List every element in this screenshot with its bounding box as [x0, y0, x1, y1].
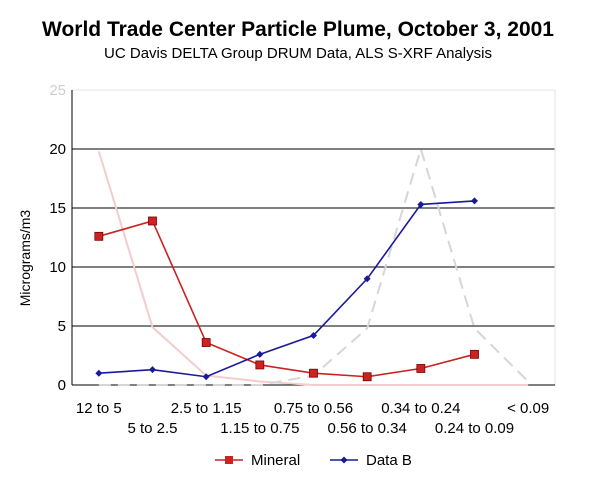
legend-marker — [340, 456, 348, 464]
legend-marker — [225, 456, 233, 464]
x-tick-label: 1.15 to 0.75 — [220, 420, 299, 437]
data-point — [471, 197, 478, 205]
y-tick-label: 10 — [49, 259, 66, 276]
data-point — [95, 369, 103, 377]
chart-subtitle: UC Davis DELTA Group DRUM Data, ALS S-XR… — [104, 45, 492, 62]
x-tick-label: 2.5 to 1.15 — [171, 400, 242, 417]
data-point — [309, 368, 318, 378]
x-tick-label: 5 to 2.5 — [127, 420, 177, 437]
x-tick-label: 0.75 to 0.56 — [274, 400, 353, 417]
y-tick-label: 0 — [58, 377, 66, 394]
y-tick-label: 5 — [58, 318, 66, 335]
data-point — [201, 338, 211, 347]
x-tick-label: 0.34 to 0.24 — [381, 400, 460, 417]
y-axis-label: Micrograms/m3 — [17, 210, 33, 307]
data-point — [362, 372, 372, 382]
legend-label: Mineral — [251, 452, 300, 469]
data-point — [202, 373, 210, 381]
x-tick-label: 12 to 5 — [76, 400, 122, 417]
x-tick-label: 0.56 to 0.34 — [328, 420, 407, 437]
data-point — [256, 350, 264, 358]
data-point — [363, 275, 371, 283]
data-point — [148, 216, 157, 226]
data-point — [310, 331, 317, 339]
y-tick-label: 20 — [49, 141, 66, 158]
plot-area — [71, 89, 556, 386]
data-point — [470, 349, 479, 359]
data-point — [417, 200, 425, 208]
series-line — [98, 220, 475, 378]
x-tick-label: 0.24 to 0.09 — [435, 420, 514, 437]
data-point — [149, 366, 156, 374]
data-point — [255, 360, 265, 370]
series-line — [97, 151, 529, 386]
y-tick-label: 25 — [49, 82, 66, 99]
x-tick-label: < 0.09 — [507, 400, 549, 417]
y-tick-label: 15 — [49, 200, 66, 217]
legend-label: Data B — [366, 452, 412, 469]
data-point — [94, 231, 104, 241]
series-line — [98, 200, 475, 378]
data-point — [416, 364, 426, 373]
chart-title: World Trade Center Particle Plume, Octob… — [42, 18, 554, 41]
